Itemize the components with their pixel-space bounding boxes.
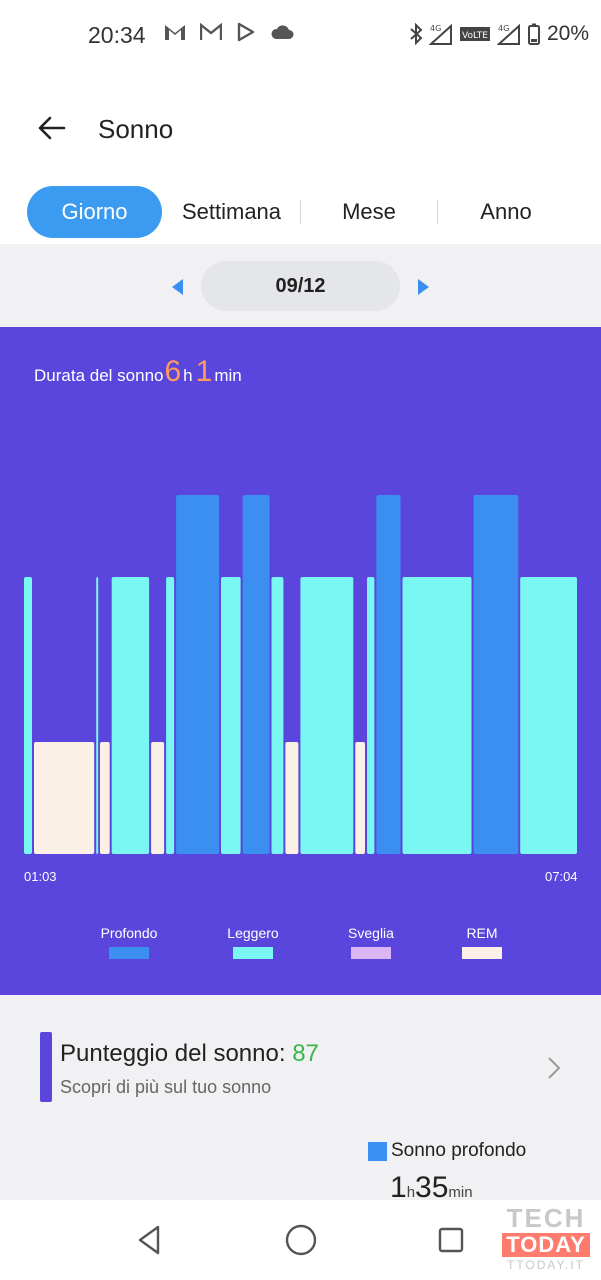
sleep-stage-bar-rem [285, 742, 299, 854]
play-store-icon [237, 22, 255, 42]
watermark-line-2: TODAY [502, 1233, 590, 1257]
watermark-line-3: TTODAY.IT [506, 1258, 585, 1272]
deep-sleep-value: 1h35min [390, 1171, 473, 1205]
chart-start-time: 01:03 [24, 869, 57, 884]
sleep-stage-bar-profondo [242, 495, 270, 854]
sleep-score-value: 87 [292, 1040, 319, 1067]
sleep-stage-bar-rem [355, 742, 365, 854]
deep-sleep-swatch [368, 1141, 387, 1161]
deep-sleep-minutes-unit: min [448, 1184, 473, 1201]
legend-label: Leggero [227, 925, 279, 941]
sleep-score-label: Punteggio del sonno: [60, 1040, 293, 1067]
date-navigation: 09/12 [0, 244, 601, 328]
bluetooth-icon [410, 23, 423, 45]
score-accent-bar [40, 1032, 52, 1102]
svg-text:4G: 4G [430, 24, 441, 33]
legend-label: REM [466, 925, 498, 941]
chart-end-time: 07:04 [545, 869, 578, 884]
deep-sleep-hours: 1 [390, 1171, 407, 1204]
sleep-stage-bar-profondo [176, 495, 220, 854]
sleep-stage-bar-leggero [402, 577, 472, 854]
deep-sleep-minutes: 35 [415, 1171, 449, 1204]
previous-day-icon[interactable] [168, 277, 188, 297]
system-nav-bar [0, 1200, 601, 1280]
recents-square-icon[interactable] [433, 1222, 469, 1258]
sleep-stage-bar-rem [100, 742, 110, 854]
chevron-right-icon[interactable] [546, 1055, 562, 1081]
tab-anno[interactable]: Anno [480, 199, 532, 224]
legend-label: Sveglia [348, 925, 394, 941]
page-title: Sonno [98, 114, 174, 144]
sleep-score-card[interactable]: Punteggio del sonno: 87 Scopri di più su… [0, 995, 601, 1204]
sleep-duration-hours-unit: h [183, 366, 193, 385]
home-circle-icon[interactable] [283, 1222, 319, 1258]
status-time: 20:34 [88, 22, 146, 48]
sleep-stage-bar-leggero [24, 577, 32, 854]
legend-swatch [109, 947, 149, 959]
sleep-stage-bar-leggero [367, 577, 375, 854]
sleep-stages-chart [24, 495, 577, 854]
tab-separator [437, 200, 438, 224]
sleep-stage-bar-leggero [166, 577, 175, 854]
sleep-stage-bar-profondo [473, 495, 519, 854]
deep-sleep-label: Sonno profondo [391, 1140, 527, 1161]
sleep-duration-label: Durata del sonno [34, 366, 164, 385]
legend-swatch [233, 947, 273, 959]
sleep-stage-bar-leggero [96, 577, 99, 854]
status-bar: 20:34 4G VoLTE 4G 20% [0, 0, 601, 70]
svg-text:4G: 4G [498, 24, 509, 33]
next-day-icon[interactable] [413, 277, 433, 297]
sleep-stage-bar-leggero [271, 577, 284, 854]
battery-percent: 20% [546, 22, 589, 45]
watermark-line-1: TECH [506, 1203, 586, 1233]
legend-item-rem: REM [432, 925, 532, 959]
sleep-stage-bar-rem [34, 742, 95, 854]
back-arrow-icon[interactable] [36, 112, 68, 144]
tab-settimana[interactable]: Settimana [181, 199, 282, 224]
sleep-stage-bar-profondo [376, 495, 401, 854]
deep-sleep-hours-unit: h [406, 1184, 416, 1201]
sleep-score-subtitle: Scopri di più sul tuo sonno [60, 1077, 272, 1097]
back-triangle-icon[interactable] [132, 1222, 168, 1258]
legend-label: Profondo [100, 925, 158, 941]
sleep-duration-minutes-unit: min [214, 366, 242, 385]
sleep-stage-bar-leggero [111, 577, 150, 854]
sleep-stage-bar-leggero [520, 577, 577, 854]
tab-mese[interactable]: Mese [342, 199, 396, 224]
tab-giorno[interactable]: Giorno [27, 186, 162, 238]
signal-4g-icon: 4G [428, 23, 452, 45]
period-tabs: Giorno Settimana Mese Anno [0, 180, 601, 244]
sleep-duration-hours: 6 [164, 355, 182, 388]
legend-item-profondo: Profondo [79, 925, 179, 959]
sleep-duration-minutes: 1 [195, 355, 213, 388]
deep-sleep-legend: Sonno profondo [368, 1140, 526, 1162]
sleep-stage-bar-leggero [300, 577, 354, 854]
volte-icon: VoLTE [459, 27, 490, 41]
signal-4g-icon: 4G [496, 23, 520, 45]
legend-swatch [462, 947, 502, 959]
header: Sonno [0, 70, 601, 180]
legend-swatch [351, 947, 391, 959]
cloud-icon [271, 25, 294, 39]
legend-item-leggero: Leggero [203, 925, 303, 959]
sleep-duration: Durata del sonno 6 h 1 min [34, 355, 244, 389]
battery-icon [527, 23, 540, 45]
legend-item-sveglia: Sveglia [321, 925, 421, 959]
sleep-chart-panel: Durata del sonno 6 h 1 min 01:03 07:04 P… [0, 327, 601, 995]
techtoday-watermark: TECH TODAY TTODAY.IT [502, 1205, 590, 1271]
tab-separator [300, 200, 301, 224]
gmail-icon [165, 25, 185, 40]
status-icons-right: 4G VoLTE 4G 20% [409, 22, 589, 46]
sleep-score-title: Punteggio del sonno: 87 [60, 1040, 319, 1068]
gmail-icon [200, 23, 222, 40]
sleep-stage-bar-rem [151, 742, 165, 854]
svg-text:VoLTE: VoLTE [462, 31, 488, 41]
current-date[interactable]: 09/12 [201, 261, 400, 311]
sleep-stage-bar-leggero [221, 577, 241, 854]
status-icons-left [164, 22, 294, 42]
